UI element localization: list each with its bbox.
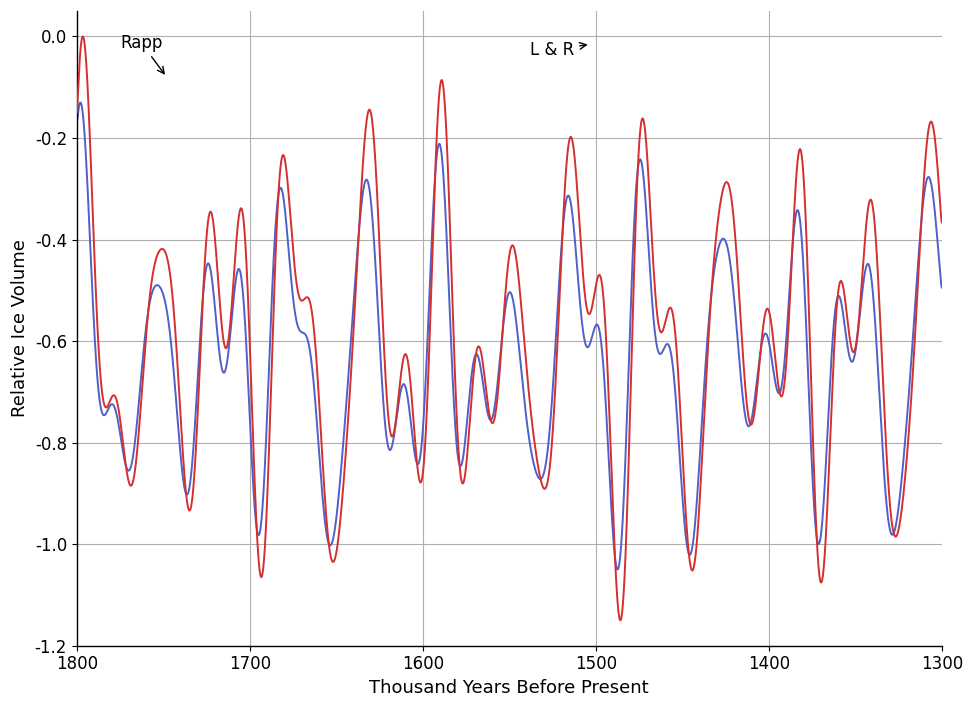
Y-axis label: Relative Ice Volume: Relative Ice Volume	[11, 239, 29, 417]
Text: L & R: L & R	[530, 41, 586, 59]
X-axis label: Thousand Years Before Present: Thousand Years Before Present	[369, 679, 649, 697]
Text: Rapp: Rapp	[120, 34, 165, 74]
